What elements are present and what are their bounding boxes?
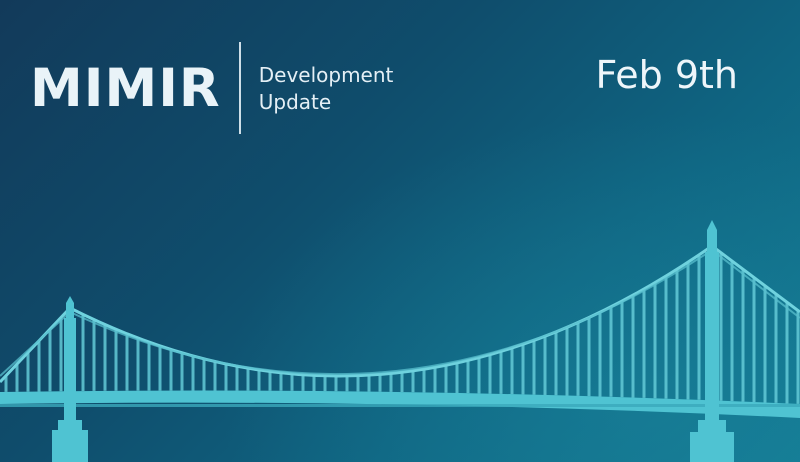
brand-logo: MIMIR Development Update: [30, 42, 394, 134]
bridge-main-cable-back: [0, 248, 800, 377]
bridge-tower-left: [52, 296, 88, 462]
subtitle-line-2: Update: [258, 90, 332, 114]
bridge-tower-right: [690, 220, 734, 462]
bridge-main-cable: [0, 244, 800, 384]
logo-divider: [238, 42, 241, 134]
brand-name: MIMIR: [30, 57, 221, 119]
subtitle-line-1: Development: [258, 63, 394, 87]
update-date: Feb 9th: [595, 53, 738, 97]
brand-subtitle: Development Update: [259, 62, 394, 116]
bridge-deck-edge: [0, 404, 800, 407]
